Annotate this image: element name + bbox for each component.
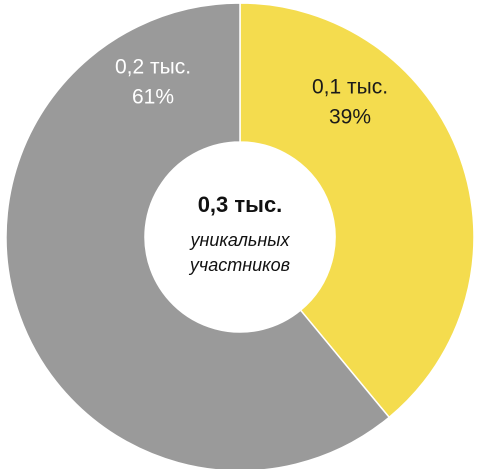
slice-percent-label: 39% [329, 106, 371, 129]
slice [239, 2, 475, 419]
center-subtitle: уникальных [189, 230, 291, 250]
slice [5, 2, 391, 469]
slice-percent-label: 61% [132, 86, 174, 109]
slice-amount-label: 0,1 тыс. [312, 76, 388, 99]
center-title: 0,3 тыс. [198, 192, 283, 217]
center-subtitle: участников [188, 255, 290, 275]
slice-amount-label: 0,2 тыс. [115, 56, 191, 79]
